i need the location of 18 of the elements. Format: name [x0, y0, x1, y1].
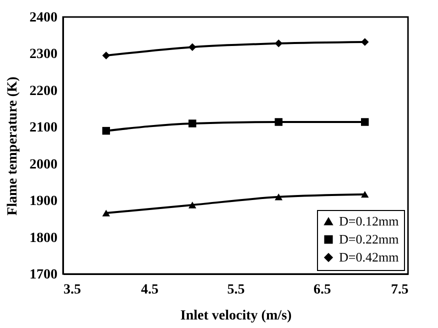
- legend-label: D=0.42mm: [339, 250, 399, 264]
- y-tick-label: 2200: [30, 84, 58, 99]
- x-axis-title: Inlet velocity (m/s): [180, 308, 292, 324]
- y-tick-label: 2300: [30, 47, 58, 62]
- y-tick-label: 1700: [30, 268, 58, 282]
- y-tick-label: 1800: [30, 230, 58, 246]
- y-tick-label: 2400: [30, 10, 58, 26]
- x-tick-label: 6.5: [314, 282, 331, 298]
- x-tick-label: 3.5: [64, 282, 81, 298]
- x-tick-label: 5.5: [227, 282, 245, 298]
- x-tick-label: 4.5: [141, 282, 158, 298]
- legend-label: D=0.12mm: [339, 214, 399, 228]
- y-tick-label: 1900: [30, 194, 58, 210]
- legend-label: D=0.22mm: [339, 232, 399, 246]
- y-axis-title: Flame temperature (K): [6, 76, 20, 216]
- x-tick-label: 7.5: [391, 282, 408, 298]
- y-tick-label: 2000: [30, 157, 58, 172]
- y-tick-label: 2100: [30, 120, 58, 136]
